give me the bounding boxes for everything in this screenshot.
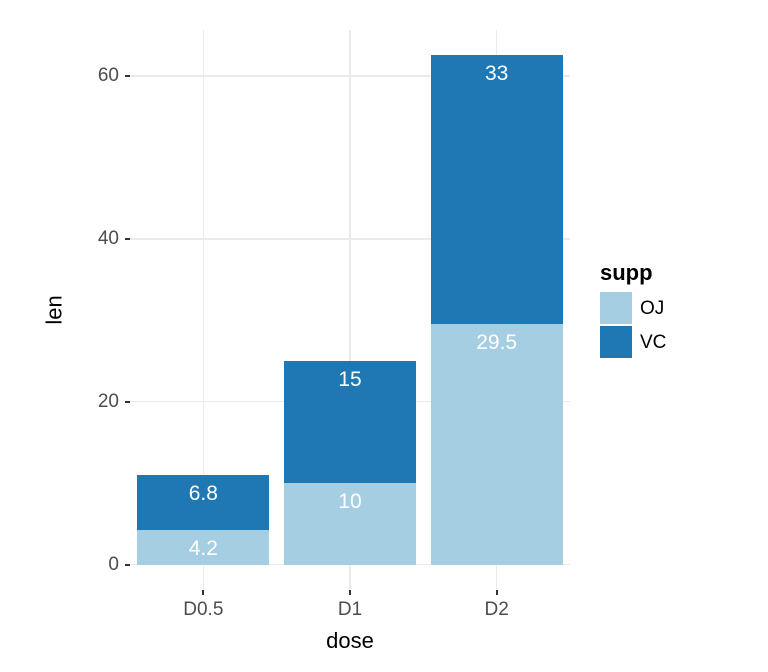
x-tick-label: D2 — [485, 599, 509, 621]
legend-label: OJ — [640, 298, 664, 320]
y-tick-label: 40 — [98, 228, 119, 250]
legend-key — [600, 326, 632, 358]
bar-value-label: 6.8 — [189, 482, 218, 506]
bar-value-label: 29.5 — [476, 331, 517, 355]
bar-value-label: 10 — [338, 490, 361, 514]
chart-container: len dose supp 0 20 40 60 D0.5 D1 D2 4.2 6.8 10 15 2… — [0, 0, 768, 672]
y-tick-label: 60 — [98, 65, 119, 87]
legend-key — [600, 292, 632, 324]
bar-segment — [431, 324, 563, 564]
x-tick-mark — [496, 590, 498, 595]
x-tick-mark — [349, 590, 351, 595]
bar-value-label: 33 — [485, 62, 508, 86]
x-tick-label: D0.5 — [183, 599, 223, 621]
y-tick-label: 20 — [98, 391, 119, 413]
x-tick-mark — [202, 590, 204, 595]
y-tick-label: 0 — [108, 554, 119, 576]
bar-value-label: 15 — [338, 368, 361, 392]
x-tick-label: D1 — [338, 599, 362, 621]
bar-value-label: 4.2 — [189, 537, 218, 561]
y-tick-mark — [125, 75, 130, 77]
y-tick-mark — [125, 564, 130, 566]
x-axis-label: dose — [326, 628, 374, 654]
y-tick-mark — [125, 238, 130, 240]
legend-title: supp — [600, 260, 653, 286]
y-tick-mark — [125, 401, 130, 403]
bar-segment — [431, 55, 563, 324]
legend-label: VC — [640, 332, 666, 354]
y-axis-label: len — [42, 295, 68, 324]
